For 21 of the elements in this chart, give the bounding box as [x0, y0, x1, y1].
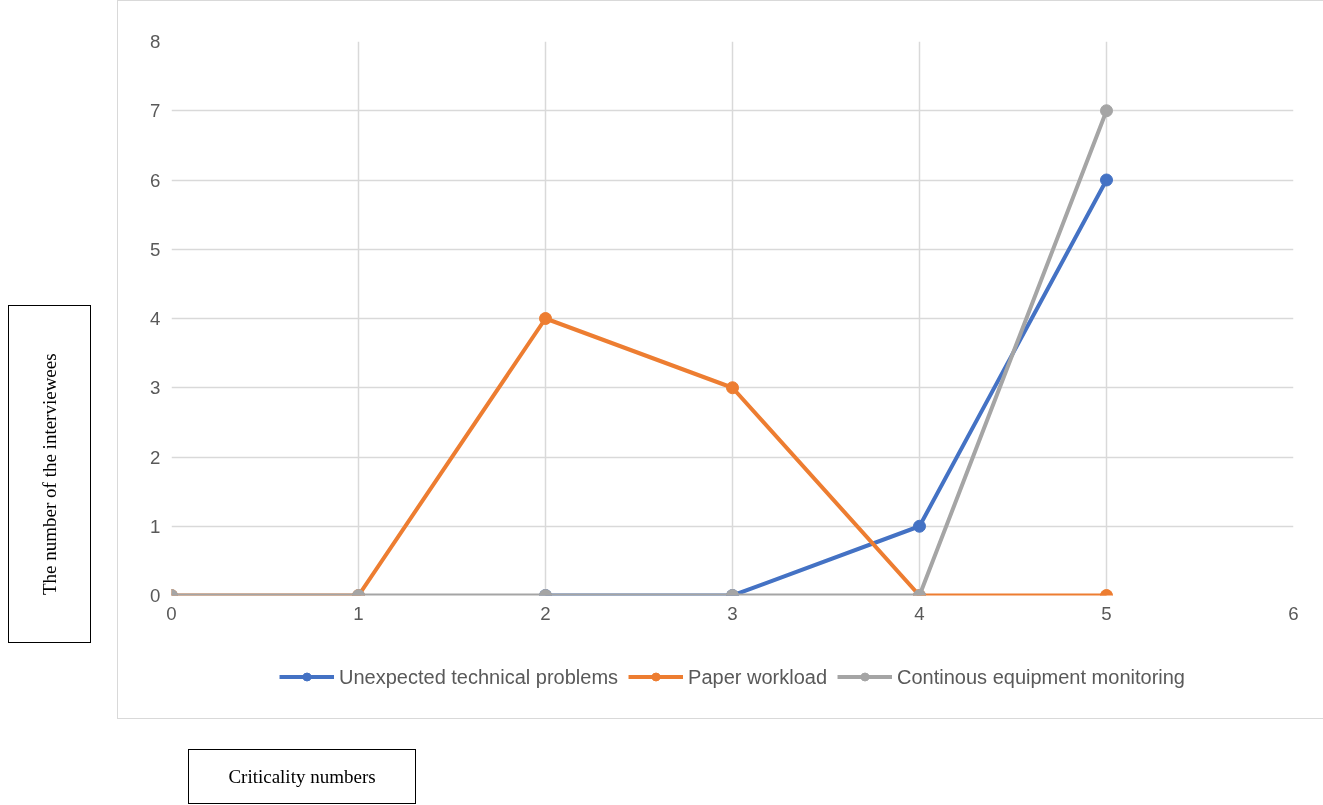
x-tick-label: 1 [353, 602, 364, 624]
legend-label: Unexpected technical problems [339, 665, 619, 688]
x-tick-label: 5 [1101, 602, 1112, 624]
x-tick-label: 3 [727, 602, 738, 624]
y-tick-label: 1 [150, 515, 161, 537]
legend-label: Continous equipment monitoring [897, 665, 1185, 688]
x-tick-label: 0 [166, 602, 177, 624]
text: Criticality numbers [228, 764, 376, 789]
y-tick-label: 3 [150, 377, 161, 399]
y-tick-label: 2 [150, 446, 161, 468]
x-tick-label: 2 [540, 602, 551, 624]
text: The number of the interviewees [37, 353, 61, 595]
y-tick-label: 8 [150, 31, 161, 52]
y-tick-label: 4 [150, 308, 161, 329]
y-tick-label: 0 [150, 585, 161, 606]
y-tick-label: 5 [150, 238, 161, 260]
legend-label: Paper workload [688, 665, 828, 688]
x-tick-label: 6 [1288, 602, 1299, 624]
y-tick-label: 6 [150, 169, 161, 191]
y-tick-label: 7 [150, 100, 161, 122]
x-tick-label: 4 [914, 602, 925, 624]
